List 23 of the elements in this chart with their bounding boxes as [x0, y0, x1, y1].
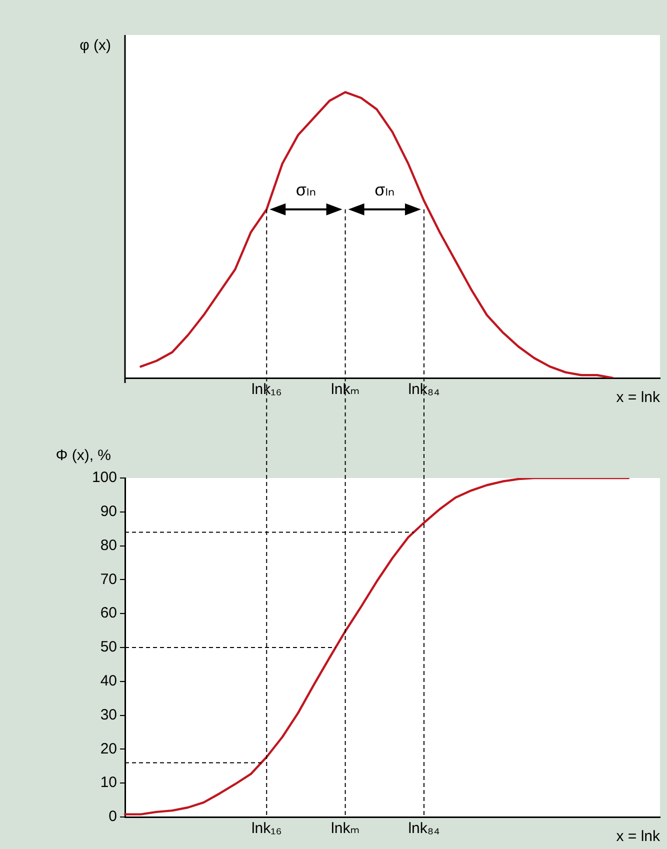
x-tick-label: lnk₁₆	[251, 820, 282, 838]
x-axis-title: x = lnk	[616, 389, 660, 406]
y-tick-label: 30	[100, 706, 117, 724]
y-axis-title: Φ (x), %	[56, 447, 111, 464]
y-tick-label: 50	[100, 638, 117, 656]
x-tick-label: lnk₁₆	[251, 381, 282, 398]
annotation: σₗₙ	[374, 180, 395, 200]
y-tick-label: 20	[100, 740, 117, 758]
y-tick-label: 40	[100, 672, 117, 690]
y-tick-label: 90	[100, 503, 117, 520]
y-tick-label: 10	[100, 774, 117, 792]
y-tick-label: 80	[100, 536, 117, 554]
x-tick-label: lnk₈₄	[408, 381, 440, 398]
y-tick-label: 70	[100, 570, 117, 588]
y-axis-title: φ (x)	[80, 37, 111, 54]
y-tick-label: 0	[108, 808, 117, 826]
y-tick-label: 60	[100, 604, 117, 622]
x-tick-label: lnk₈₄	[408, 820, 440, 838]
x-axis-title: x = lnk	[616, 828, 660, 845]
y-tick-label: 100	[92, 469, 117, 486]
annotation: σₗₙ	[296, 180, 316, 200]
x-tick-label: lnkₘ	[331, 820, 360, 838]
x-tick-label: lnkₘ	[331, 381, 360, 398]
